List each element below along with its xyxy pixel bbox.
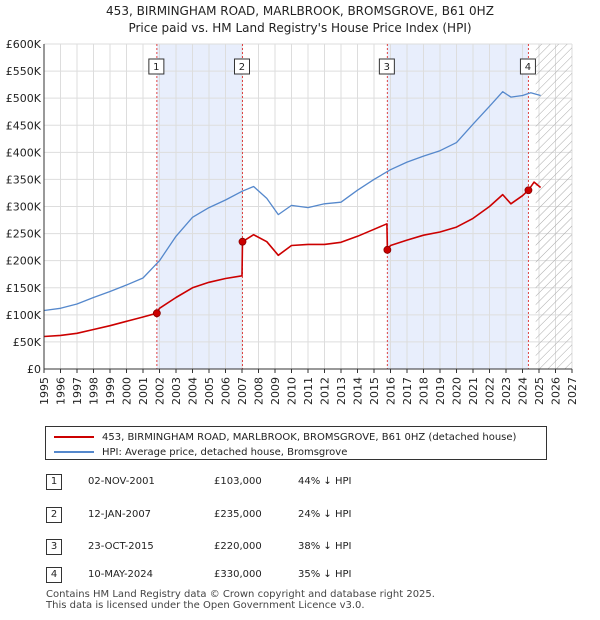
transaction-hpi-diff: 24% ↓ HPI	[298, 509, 352, 520]
sale-number-label: 3	[384, 62, 390, 73]
sale-number-box	[519, 58, 536, 75]
x-tick-label: 2010	[286, 377, 299, 405]
x-tick-label: 2026	[550, 377, 563, 405]
legend-item-property: 453, BIRMINGHAM ROAD, MARLBROOK, BROMSGR…	[54, 430, 516, 444]
x-tick-label: 1997	[71, 377, 84, 405]
y-tick-label: £100K	[6, 309, 42, 322]
y-tick-label: £550K	[6, 65, 42, 78]
legend-label-hpi: HPI: Average price, detached house, Brom…	[102, 446, 348, 458]
x-tick-label: 2004	[187, 377, 200, 405]
y-tick-label: £50K	[13, 336, 42, 349]
x-tick-label: 1998	[88, 377, 101, 405]
legend-swatch-hpi	[54, 451, 94, 453]
transaction-hpi-diff: 38% ↓ HPI	[298, 541, 352, 552]
y-tick-label: £300K	[6, 201, 42, 214]
x-tick-label: 2021	[467, 377, 480, 405]
transaction-price: £220,000	[214, 541, 262, 552]
y-tick-label: £350K	[6, 173, 42, 186]
y-tick-label: £0	[27, 363, 41, 376]
legend-label-property: 453, BIRMINGHAM ROAD, MARLBROOK, BROMSGR…	[102, 431, 517, 443]
x-tick-label: 1999	[104, 377, 117, 405]
chart-title: 453, BIRMINGHAM ROAD, MARLBROOK, BROMSGR…	[106, 4, 494, 18]
legend-item-hpi: HPI: Average price, detached house, Brom…	[54, 445, 347, 459]
transaction-number: 3	[46, 539, 62, 555]
transaction-price: £330,000	[214, 569, 262, 580]
transaction-date: 10-MAY-2024	[88, 569, 154, 580]
x-tick-label: 2001	[137, 377, 150, 405]
transaction-price: £103,000	[214, 476, 262, 487]
sale-number-label: 2	[239, 62, 245, 73]
y-tick-label: £200K	[6, 255, 42, 268]
legend-swatch-property	[54, 436, 94, 438]
x-tick-label: 2018	[418, 377, 431, 405]
transaction-number: 1	[46, 474, 62, 490]
x-tick-label: 2016	[385, 377, 398, 405]
x-tick-label: 2020	[451, 377, 464, 405]
chart-subtitle: Price paid vs. HM Land Registry's House …	[128, 21, 472, 35]
y-tick-label: £600K	[6, 38, 42, 51]
transaction-date: 12-JAN-2007	[88, 509, 152, 520]
x-tick-label: 2024	[517, 377, 530, 405]
x-tick-label: 2008	[253, 377, 266, 405]
property-price-line	[43, 181, 542, 338]
sale-number-box	[233, 58, 250, 75]
transaction-hpi-diff: 35% ↓ HPI	[298, 569, 352, 580]
transaction-number: 2	[46, 507, 62, 523]
transaction-number: 4	[46, 567, 62, 583]
x-tick-label: 2006	[220, 377, 233, 405]
sale-point	[383, 245, 392, 254]
price-chart: £0 £50K £100K £150K £200K £250K £300K £350K £400…	[6, 38, 579, 405]
sale-point	[524, 186, 533, 195]
x-tick-label: 2003	[170, 377, 183, 405]
x-tick-label: 2015	[368, 377, 381, 405]
x-tick-label: 2009	[269, 377, 282, 405]
x-tick-label: 2014	[352, 377, 365, 405]
sale-number-label: 1	[153, 62, 159, 73]
x-tick-label: 2013	[335, 377, 348, 405]
x-tick-label: 2019	[434, 377, 447, 405]
x-tick-label: 2025	[533, 377, 546, 405]
sale-point	[238, 237, 247, 246]
transaction-hpi-diff: 44% ↓ HPI	[298, 476, 352, 487]
x-tick-label: 2007	[236, 377, 249, 405]
x-tick-label: 2011	[302, 377, 315, 405]
x-tick-label: 1996	[55, 377, 68, 405]
legend: 453, BIRMINGHAM ROAD, MARLBROOK, BROMSGR…	[45, 426, 547, 460]
x-tick-label: 1995	[38, 377, 51, 405]
x-tick-label: 2022	[484, 377, 497, 405]
sale-number-box	[148, 58, 165, 75]
y-tick-label: £150K	[6, 282, 42, 295]
footer-copyright: Contains HM Land Registry data © Crown c…	[46, 589, 435, 600]
y-tick-label: £500K	[6, 92, 42, 105]
y-tick-label: £250K	[6, 228, 42, 241]
sale-point	[152, 309, 161, 318]
x-tick-label: 2005	[203, 377, 216, 405]
x-tick-label: 2027	[566, 377, 579, 405]
transaction-price: £235,000	[214, 509, 262, 520]
x-tick-label: 2000	[121, 377, 134, 405]
x-tick-label: 2023	[500, 377, 513, 405]
x-tick-label: 2017	[401, 377, 414, 405]
future-hatch	[535, 44, 572, 369]
sale-number-box	[378, 58, 395, 75]
x-tick-label: 2012	[319, 377, 332, 405]
transaction-date: 23-OCT-2015	[88, 541, 154, 552]
transaction-date: 02-NOV-2001	[88, 476, 155, 487]
sale-number-label: 4	[525, 62, 531, 73]
footer-licence: This data is licensed under the Open Gov…	[46, 600, 365, 611]
hpi-line	[43, 91, 541, 312]
x-tick-label: 2002	[154, 377, 167, 405]
y-tick-label: £450K	[6, 119, 42, 132]
y-tick-label: £400K	[6, 146, 42, 159]
